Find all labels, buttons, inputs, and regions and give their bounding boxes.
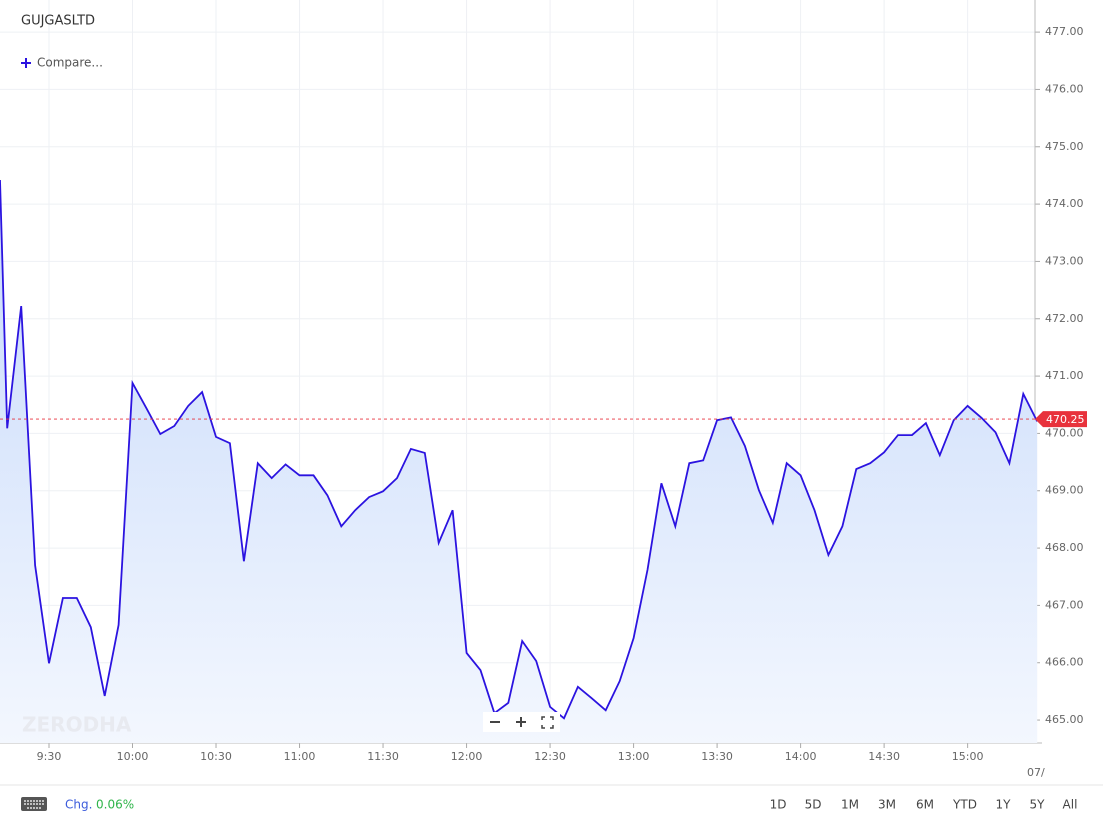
range-button[interactable]: All — [1063, 798, 1078, 812]
price-line — [0, 179, 1039, 720]
area — [0, 180, 1038, 743]
range-button[interactable]: 3M — [878, 798, 896, 812]
compare-label[interactable]: Compare... — [37, 56, 103, 70]
range-button[interactable]: 5Y — [1030, 798, 1046, 812]
range-button[interactable]: 5D — [805, 798, 822, 812]
y-tick-label: 467.00 — [1045, 598, 1084, 611]
x-tick-label: 11:30 — [367, 750, 399, 763]
fullscreen[interactable] — [541, 716, 554, 729]
y-tick-label: 469.00 — [1045, 484, 1084, 497]
y-tick-label: 473.00 — [1045, 254, 1084, 267]
y-tick-label: 465.00 — [1045, 713, 1084, 726]
last-price-label: 470.25 — [1046, 413, 1085, 426]
keyboard-icon[interactable] — [21, 797, 47, 811]
change-value: 0.06% — [96, 798, 134, 812]
plus-icon — [21, 58, 31, 68]
y-tick-label: 476.00 — [1045, 82, 1084, 95]
watermark: ZERODHA — [22, 713, 132, 737]
x-tick-label: 14:00 — [785, 750, 817, 763]
zoom-in[interactable] — [516, 717, 526, 727]
x-tick-label: 13:30 — [701, 750, 733, 763]
y-tick-label: 468.00 — [1045, 541, 1084, 554]
x-tick-label: 14:30 — [868, 750, 900, 763]
range-button[interactable]: YTD — [952, 798, 977, 812]
x-tick-label: 11:00 — [284, 750, 316, 763]
y-tick-label: 474.00 — [1045, 197, 1084, 210]
x-tick-label: 10:30 — [200, 750, 232, 763]
x-tick-label: 12:30 — [534, 750, 566, 763]
compare-button[interactable]: Compare... — [21, 56, 103, 70]
symbol: GUJGASLTD — [21, 14, 95, 29]
change-label: Chg. — [65, 798, 92, 812]
range-button[interactable]: 1M — [841, 798, 859, 812]
y-tick-label: 475.00 — [1045, 140, 1084, 153]
y-tick-label: 470.00 — [1045, 426, 1084, 439]
range-button[interactable]: 6M — [916, 798, 934, 812]
y-tick-label: 477.00 — [1045, 25, 1084, 38]
x-tick-label: 13:00 — [618, 750, 650, 763]
x-tick-label: 15:00 — [952, 750, 984, 763]
x-tick-label: 12:00 — [451, 750, 483, 763]
last-price-tag — [1035, 411, 1087, 428]
range-button[interactable]: 1D — [770, 798, 787, 812]
x-tick-label: 9:30 — [37, 750, 62, 763]
x-tick-label: 10:00 — [117, 750, 149, 763]
y-tick-label: 466.00 — [1045, 656, 1084, 669]
y-tick-label: 471.00 — [1045, 369, 1084, 382]
range-button[interactable]: 1Y — [996, 798, 1012, 812]
zoom-controls — [483, 712, 560, 732]
y-tick-label: 472.00 — [1045, 312, 1084, 325]
date-label: 07/ — [1027, 766, 1045, 779]
